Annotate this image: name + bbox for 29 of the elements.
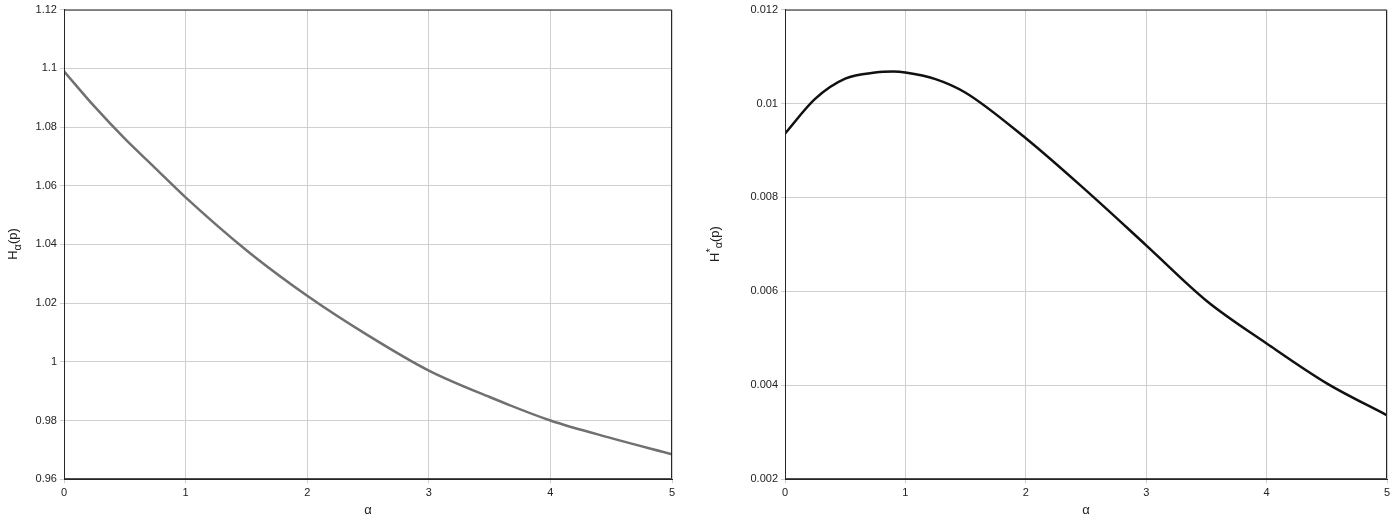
y-tick-label: 1.08 xyxy=(35,120,57,133)
x-axis-title: α xyxy=(364,501,373,517)
x-tick-label: 2 xyxy=(1022,485,1029,498)
x-tick-label: 5 xyxy=(1383,485,1391,498)
y-tick-label: 1.04 xyxy=(35,237,57,250)
y-tick-label: 1.12 xyxy=(35,2,57,15)
y-tick-label: 0.98 xyxy=(35,413,57,426)
y-tick-label: 1.02 xyxy=(35,296,57,309)
x-tick-label: 5 xyxy=(668,485,676,498)
y-tick-label: 0.96 xyxy=(35,472,57,485)
y-tick-label: 1.06 xyxy=(35,178,57,191)
y-tick-label: 0.008 xyxy=(750,190,778,203)
x-tick-label: 1 xyxy=(902,485,909,498)
x-tick-label: 2 xyxy=(304,485,311,498)
x-tick-label: 4 xyxy=(1263,485,1270,498)
y-tick-label: 0.012 xyxy=(750,2,778,15)
y-tick-label: 0.01 xyxy=(756,96,778,109)
x-tick-label: 3 xyxy=(1143,485,1150,498)
x-tick-label: 1 xyxy=(182,485,189,498)
x-tick-label: 3 xyxy=(425,485,432,498)
y-tick-label: 0.004 xyxy=(750,378,778,391)
y-tick-label: 1.1 xyxy=(41,61,57,74)
y-tick-label: 1 xyxy=(50,354,57,367)
y-tick-label: 0.002 xyxy=(750,472,778,485)
y-tick-label: 0.006 xyxy=(750,284,778,297)
x-axis-title: α xyxy=(1082,501,1091,517)
x-tick-label: 0 xyxy=(781,485,789,498)
x-tick-label: 0 xyxy=(60,485,68,498)
x-tick-label: 4 xyxy=(547,485,554,498)
